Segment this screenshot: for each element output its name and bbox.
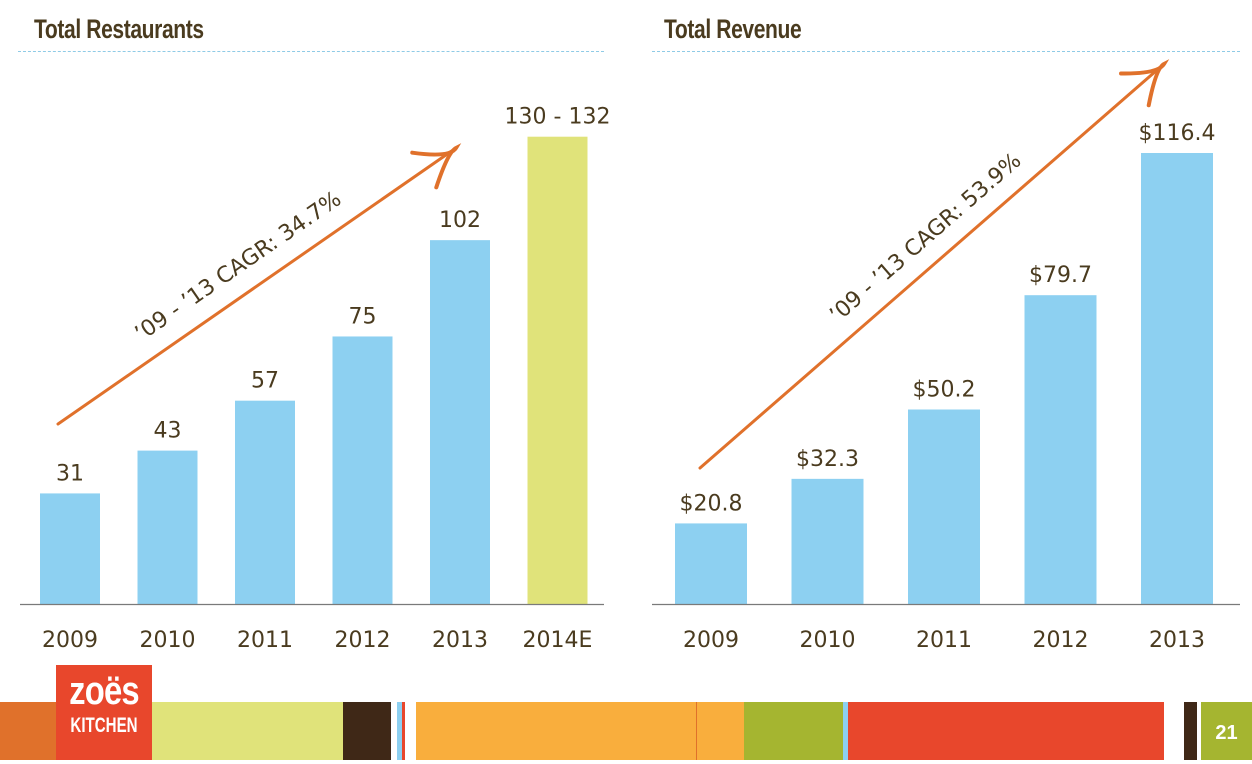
revenue-value-label-2011: $50.2 (913, 377, 976, 402)
restaurants-value-label-2009: 31 (56, 461, 84, 486)
revenue-value-label-2012: $79.7 (1029, 263, 1092, 288)
restaurants-x-tick-2009: 2009 (42, 628, 98, 653)
footer-stripe-orange (0, 702, 56, 760)
revenue-cagr-label: ’09 - ’13 CAGR: 53.9% (825, 148, 1026, 328)
footer-stripe-red (848, 702, 1164, 760)
restaurants-chart-title: Total Restaurants (34, 14, 204, 44)
revenue-bar-2010 (791, 478, 864, 604)
restaurants-x-tick-2014E: 2014E (523, 628, 593, 653)
revenue-x-tick-2013: 2013 (1149, 628, 1205, 653)
revenue-chart: $20.8 2009 $32.3 2010 $50.2 2011 $79.7 2012 $116… (652, 59, 1240, 653)
restaurants-cagr-arrow-shaft (56, 146, 458, 426)
restaurants-bar-2012 (332, 336, 393, 604)
revenue-value-label-2013: $116.4 (1139, 121, 1216, 146)
zoes-kitchen-logo: zoës KITCHEN (56, 665, 152, 760)
footer-stripe-yellow-orange (416, 702, 744, 760)
logo-wordmark: zoës (69, 669, 139, 713)
restaurants-value-label-2010: 43 (154, 419, 182, 444)
revenue-value-label-2010: $32.3 (796, 447, 859, 472)
restaurants-value-label-2013: 102 (439, 208, 481, 233)
footer-stripe-divider (696, 702, 697, 760)
charts-canvas: 31 2009 43 2010 57 2011 75 2012 102 2013 130 - 132… (20, 59, 1240, 653)
footer-stripe-blue (397, 702, 402, 760)
restaurants-chart: 31 2009 43 2010 57 2011 75 2012 102 2013 130 - 132… (20, 105, 610, 653)
revenue-title-rule (652, 51, 1240, 52)
revenue-value-label-2009: $20.8 (680, 491, 743, 516)
restaurants-x-tick-2012: 2012 (335, 628, 391, 653)
restaurants-bar-2010 (137, 450, 198, 604)
revenue-bar-2012 (1024, 295, 1097, 604)
footer-stripe-green (744, 702, 843, 760)
revenue-x-tick-2010: 2010 (800, 628, 856, 653)
restaurants-x-tick-2011: 2011 (237, 628, 293, 653)
footer-stripe-bar (0, 702, 1252, 760)
footer-stripe-red-thin (402, 702, 405, 760)
restaurants-x-tick-2013: 2013 (432, 628, 488, 653)
footer-stripe-blue-2 (843, 702, 848, 760)
restaurants-cagr-arrow-head (410, 143, 462, 190)
revenue-x-tick-2011: 2011 (916, 628, 972, 653)
footer-stripe-brown (343, 702, 391, 760)
restaurants-cagr-label: ’09 - ’13 CAGR: 34.7% (131, 187, 347, 347)
restaurants-value-label-2011: 57 (251, 369, 279, 394)
revenue-bar-2013 (1141, 153, 1213, 604)
restaurants-value-label-2012: 75 (349, 304, 377, 329)
revenue-bar-2011 (908, 409, 980, 604)
revenue-x-tick-2012: 2012 (1033, 628, 1089, 653)
revenue-cagr-arrow-shaft (698, 62, 1166, 470)
revenue-chart-title: Total Revenue (664, 14, 802, 44)
restaurants-bar-2011 (235, 400, 295, 604)
restaurants-value-label-2014E: 130 - 132 (505, 105, 611, 130)
restaurants-bar-2013 (430, 240, 490, 605)
footer-stripe-brown-2 (1184, 702, 1197, 760)
restaurants-title-rule (18, 51, 604, 52)
logo-subtext: KITCHEN (70, 714, 138, 737)
footer-stripe-lime (152, 702, 343, 760)
page-number: 21 (1201, 702, 1252, 760)
restaurants-bar-2009 (40, 493, 100, 604)
revenue-bar-2009 (675, 523, 747, 604)
restaurants-bar-2014E (527, 136, 588, 605)
revenue-cagr-arrow-head (1119, 59, 1170, 108)
revenue-x-tick-2009: 2009 (683, 628, 739, 653)
restaurants-x-tick-2010: 2010 (140, 628, 196, 653)
